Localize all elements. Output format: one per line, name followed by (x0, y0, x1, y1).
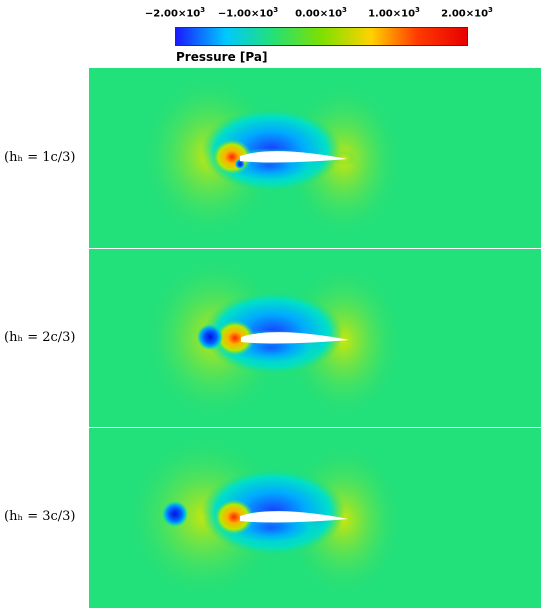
colorbar-gradient (175, 27, 468, 46)
colorbar-tick: 2.00×103 (441, 6, 493, 20)
pressure-field-panel-1 (89, 68, 541, 248)
colorbar-tick: −2.00×103 (144, 6, 206, 20)
pressure-field-panel-3 (89, 428, 541, 608)
airfoil (240, 151, 347, 163)
airfoil (241, 332, 349, 344)
airfoil (240, 511, 348, 523)
case-label-1: (hₕ = 1c/3) (4, 150, 76, 165)
pressure-field-panel-2 (89, 249, 541, 427)
colorbar-tick: 1.00×103 (368, 6, 420, 20)
panel-2-field (89, 249, 541, 427)
colorbar-tick: 0.00×103 (295, 6, 347, 20)
colorbar-title: Pressure [Pa] (176, 50, 268, 64)
colorbar-tick: −1.00×103 (217, 6, 279, 20)
colorbar-legend: −2.00×103 −1.00×103 0.00×103 1.00×103 2.… (145, 0, 493, 68)
panel-3-field (89, 428, 541, 608)
case-label-3: (hₕ = 3c/3) (4, 509, 76, 524)
panel-1-field (89, 68, 541, 248)
case-label-2: (hₕ = 2c/3) (4, 330, 76, 345)
